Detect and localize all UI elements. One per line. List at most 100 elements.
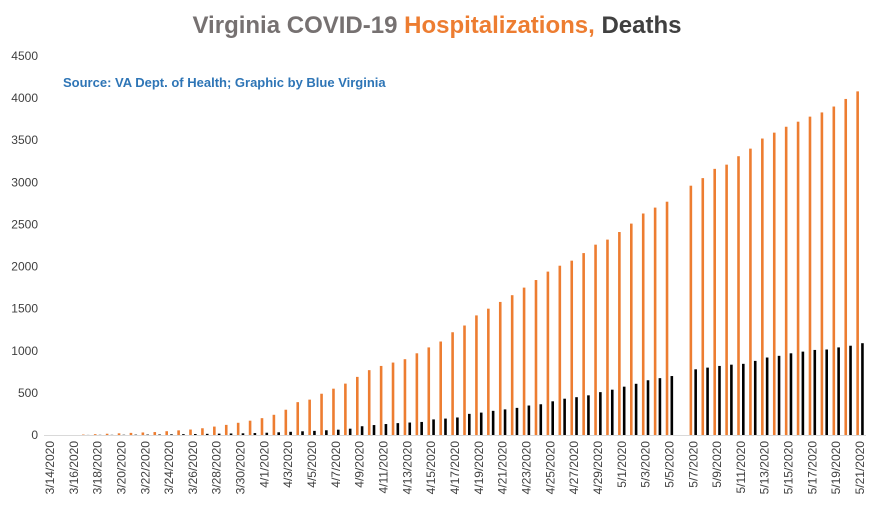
deaths-bar [313,430,316,435]
hospitalizations-bar [761,138,764,436]
hospitalizations-bar [594,244,597,435]
hospitalizations-bar [236,422,240,435]
hospitalizations-bar [510,295,514,435]
deaths-bar [182,434,185,435]
deaths-bar [503,409,507,435]
deaths-bar [825,349,828,435]
y-tick-label: 500 [18,386,38,400]
title-part-1: Hospitalizations, [404,12,595,39]
hospitalizations-bar [606,239,609,435]
x-tick-label: 5/3/2020 [639,441,653,488]
deaths-bar [670,376,674,435]
deaths-bar [253,433,257,435]
hospitalizations-bar [475,315,478,435]
deaths-bar [610,389,614,435]
hospitalizations-bar [189,429,192,435]
deaths-bar [444,418,447,435]
y-tick-label: 4000 [11,91,38,105]
hospitalizations-bar [558,265,562,435]
deaths-bar [813,349,817,435]
deaths-bar [217,433,221,435]
hospitalizations-bar [630,223,633,435]
deaths-bar [420,421,423,435]
hospitalizations-bar [391,362,395,435]
chart-title: Virginia COVID-19 Hospitalizations, Deat… [192,12,681,39]
x-tick-label: 5/21/2020 [853,441,867,495]
hospitalizations-bar [296,402,300,435]
y-tick-label: 2500 [11,217,38,231]
x-tick-label: 4/3/2020 [281,441,295,488]
x-tick-label: 4/7/2020 [329,441,343,488]
x-tick-label: 3/26/2020 [186,441,200,495]
hospitalizations-bar [356,376,359,435]
hospitalizations-bar [141,432,145,435]
x-tick-label: 5/11/2020 [734,441,748,494]
x-tick-label: 4/29/2020 [591,441,605,495]
hospitalizations-bar [260,418,264,435]
deaths-bar [289,431,292,435]
deaths-bar [563,398,566,435]
x-tick-label: 4/23/2020 [519,441,533,495]
deaths-bar [837,347,840,435]
deaths-bar [325,430,328,435]
hospitalizations-bar [653,207,657,435]
x-tick-label: 5/1/2020 [615,441,629,488]
deaths-bar [849,345,852,435]
x-tick-label: 4/11/2020 [377,441,391,494]
x-tick-label: 4/21/2020 [496,441,510,495]
hospitalizations-bar [403,359,407,435]
deaths-bar [170,434,173,435]
chart-source-note: Source: VA Dept. of Health; Graphic by B… [63,75,386,90]
deaths-bar [575,397,578,435]
deaths-bar [277,432,280,435]
hospitalizations-bar [749,148,752,435]
deaths-bar [706,367,709,435]
hospitalizations-bar [487,308,490,435]
deaths-bar [694,369,697,435]
hospitalizations-bar [332,388,335,435]
deaths-bar [730,364,733,435]
y-tick-label: 3500 [11,133,38,147]
x-tick-label: 3/18/2020 [91,441,105,495]
x-tick-label: 3/14/2020 [43,441,57,495]
x-tick-label: 4/17/2020 [448,441,462,495]
x-tick-label: 4/9/2020 [353,441,367,488]
hospitalizations-bar [153,432,157,435]
deaths-bar [515,407,519,435]
deaths-bar [753,360,757,435]
deaths-bar [718,365,721,435]
deaths-bar [634,383,638,435]
hospitalizations-bar [165,431,168,435]
x-tick-label: 5/17/2020 [805,441,819,495]
deaths-bar [336,429,340,435]
y-axis: 0 500 1000 1500 2000 2500 3000 3500 4000 4500 [11,49,38,442]
bars [82,91,864,436]
hospitalizations-bar [201,428,204,435]
x-tick-label: 5/19/2020 [829,441,843,495]
deaths-bar [301,431,304,435]
deaths-bar [384,424,388,435]
deaths-bar [205,433,209,435]
deaths-bar [599,392,602,435]
deaths-bar [777,355,781,435]
x-tick-label: 4/5/2020 [305,441,319,488]
hospitalizations-bar [546,271,550,435]
y-tick-label: 1000 [11,344,38,358]
hospitalizations-bar [689,185,693,435]
hospitalizations-bar [784,126,788,435]
x-tick-label: 5/7/2020 [686,441,700,488]
deaths-bar [551,401,554,435]
hospitalizations-bar [415,353,419,435]
hospitalizations-bar [820,112,824,436]
hospitalizations-bar [367,370,371,435]
hospitalizations-bar [772,132,776,435]
deaths-bar [229,433,233,435]
deaths-bar [396,423,400,435]
hospitalizations-bar [379,365,383,435]
deaths-bar [265,432,269,435]
hospitalizations-bar [725,164,728,435]
title-part-0: Virginia COVID-19 [192,12,404,39]
x-tick-label: 4/1/2020 [257,441,271,488]
hospitalizations-bar [93,434,97,435]
x-tick-label: 3/30/2020 [234,441,248,495]
